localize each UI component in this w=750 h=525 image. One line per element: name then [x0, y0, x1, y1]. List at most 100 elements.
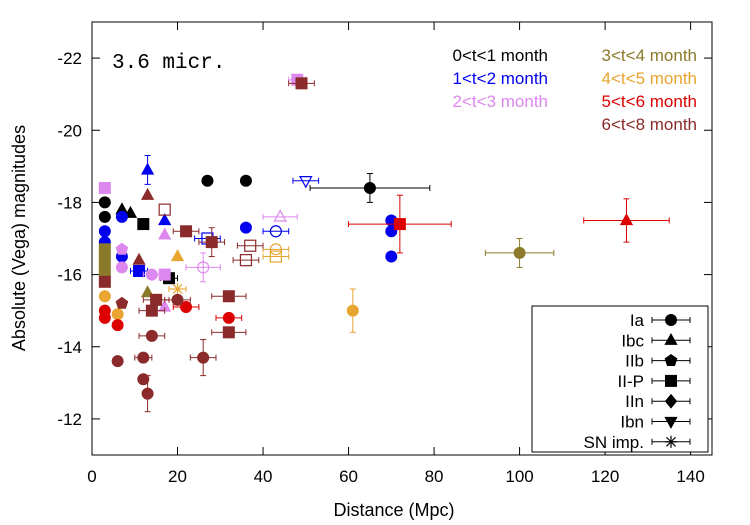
- data-point: [111, 319, 124, 332]
- point-marker: [273, 209, 287, 222]
- point-marker: [123, 205, 138, 218]
- axes-layer: 0 20 40 60 80 100 120 140 -12 -14 -16 -18 -20 -22: [57, 21, 713, 486]
- data-point: [137, 373, 150, 386]
- point-marker: [222, 326, 235, 339]
- point-marker: [244, 239, 257, 252]
- data-point: [158, 203, 171, 216]
- point-marker: [115, 242, 129, 255]
- point-marker: [158, 203, 171, 216]
- data-point: [484, 238, 555, 268]
- data-point: [292, 176, 320, 189]
- data-point: [98, 225, 111, 238]
- point-marker: [239, 254, 253, 267]
- point-marker: [619, 213, 634, 226]
- plot-frame: [91, 21, 713, 456]
- point-marker: [141, 387, 154, 400]
- data-point: [132, 252, 146, 265]
- data-point: [158, 213, 172, 226]
- data-point: [115, 242, 129, 255]
- point-marker: [145, 329, 158, 342]
- data-point: [98, 311, 111, 324]
- point-marker: [393, 218, 406, 231]
- point-marker: [205, 236, 218, 249]
- point-marker: [98, 254, 111, 267]
- point-marker: [158, 227, 172, 240]
- data-point: [262, 243, 290, 256]
- data-point: [385, 250, 398, 263]
- type-legend-marker-star: [664, 435, 678, 448]
- point-marker: [98, 181, 111, 194]
- time-legend-entry: 2<t<3 month: [453, 92, 548, 111]
- point-marker: [222, 311, 235, 324]
- data-point: [583, 198, 670, 243]
- legend-layer: 0<t<1 month 1<t<2 month 2<t<3 month 3<t<4 m…: [453, 46, 709, 453]
- data-point: [309, 173, 431, 203]
- point-marker: [132, 252, 146, 265]
- x-axis-label: Distance (Mpc): [333, 500, 454, 520]
- type-legend-marker-pentagon: [664, 353, 678, 366]
- point-marker: [158, 213, 172, 226]
- point-marker: [171, 282, 184, 296]
- y-tick-label: -18: [57, 193, 82, 212]
- point-marker: [363, 181, 376, 194]
- data-point: [98, 243, 111, 256]
- data-point: [158, 268, 171, 281]
- data-point: [239, 221, 252, 234]
- data-point: [98, 254, 111, 267]
- y-tick-label: -22: [57, 49, 82, 68]
- type-legend-box: [531, 305, 709, 453]
- data-point: [211, 290, 247, 303]
- data-point: [115, 296, 129, 309]
- data-point: [185, 252, 221, 283]
- time-legend-entry: 5<t<6 month: [602, 92, 697, 111]
- point-marker: [269, 250, 282, 263]
- point-marker: [98, 196, 111, 209]
- data-points: [98, 73, 670, 413]
- x-tick-label: 140: [676, 467, 704, 486]
- data-point: [115, 261, 128, 274]
- data-point: [168, 282, 187, 296]
- time-legend-entry: 6<t<8 month: [602, 115, 697, 134]
- x-tick-label: 40: [254, 467, 273, 486]
- point-marker: [115, 261, 128, 274]
- point-marker: [222, 290, 235, 303]
- data-point: [138, 329, 166, 342]
- type-legend-label: Ibc: [621, 331, 644, 350]
- point-marker: [98, 225, 111, 238]
- data-point: [140, 155, 155, 185]
- type-legend-label: Ibn: [620, 413, 644, 432]
- data-point: [198, 227, 226, 258]
- data-point: [98, 275, 111, 288]
- point-marker: [137, 373, 150, 386]
- data-point: [98, 264, 111, 277]
- point-marker: [158, 268, 171, 281]
- data-point: [98, 290, 111, 303]
- type-legend-marker-triangle-down: [664, 416, 678, 429]
- type-legend-marker-diamond: [664, 393, 678, 409]
- point-marker: [239, 174, 252, 187]
- x-tick-label: 60: [339, 467, 358, 486]
- point-marker: [111, 355, 124, 368]
- data-point: [215, 311, 243, 324]
- point-marker: [269, 225, 282, 238]
- time-legend-entry: 3<t<4 month: [602, 46, 697, 65]
- time-legend-entry: 4<t<5 month: [602, 69, 697, 88]
- data-point: [232, 254, 260, 267]
- data-point: [189, 339, 217, 377]
- data-point: [98, 196, 111, 209]
- point-marker: [295, 77, 308, 90]
- data-point: [98, 210, 111, 223]
- y-tick-label: -20: [57, 121, 82, 140]
- point-marker: [111, 308, 124, 321]
- x-tick-label: 100: [505, 467, 533, 486]
- type-legend-label: SN imp.: [584, 433, 644, 452]
- data-point: [111, 308, 124, 321]
- point-marker: [98, 311, 111, 324]
- x-tick-label: 80: [425, 467, 444, 486]
- point-marker: [98, 264, 111, 277]
- point-marker: [98, 243, 111, 256]
- data-point: [346, 288, 359, 333]
- data-point: [236, 239, 264, 252]
- y-axis-label: Absolute (Vega) magnitudes: [9, 125, 29, 351]
